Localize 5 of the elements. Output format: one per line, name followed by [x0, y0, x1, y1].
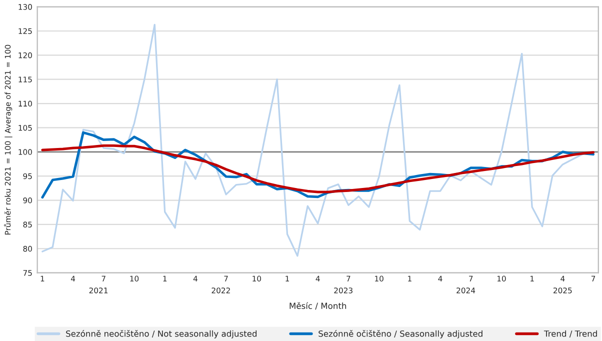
legend-label: Sezónně očištěno / Seasonally adjusted [318, 330, 482, 338]
line-series [41, 144, 595, 194]
x-axis-title: Měsíc / Month [290, 302, 346, 310]
legend-label: Sezónně neočištěno / Not seasonally adjusted [66, 330, 257, 338]
legend-label: Trend / Trend [544, 330, 597, 338]
